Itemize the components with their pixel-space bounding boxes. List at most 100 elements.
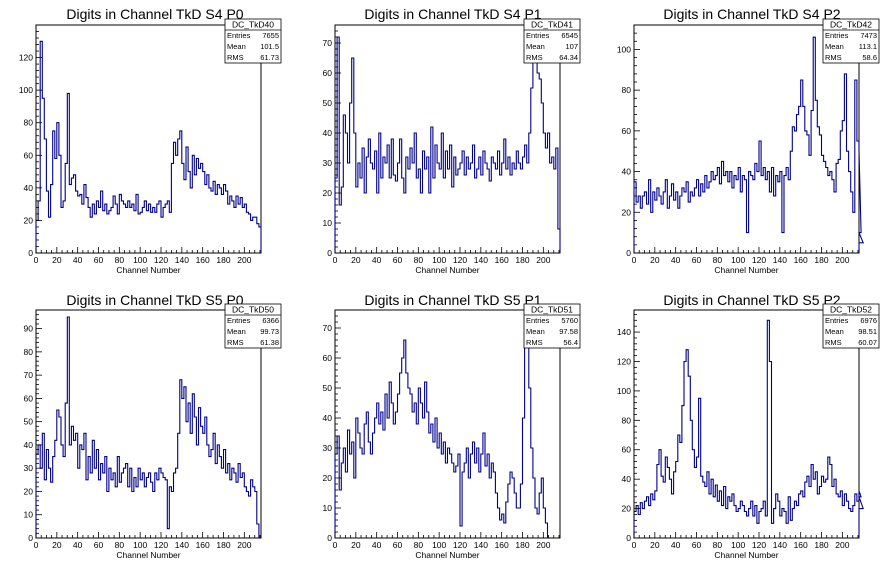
y-tick-label: 40 (622, 474, 632, 484)
y-tick-label: 60 (323, 68, 333, 78)
stats-value: 58.6 (862, 53, 877, 62)
histogram-panel-4: Digits in Channel TkD S5 P10 20 40 60 80 100 1… (323, 292, 581, 560)
stats-value: 101.5 (260, 42, 279, 51)
y-tick-label: 80 (622, 415, 632, 425)
histogram-panel-1: Digits in Channel TkD S4 P10 20 40 60 80 100 1… (323, 6, 581, 275)
chart-title: Digits in Channel TkD S5 P1 (364, 292, 541, 308)
x-tick-label: 120 (752, 540, 766, 550)
x-tick-label: 80 (414, 540, 424, 550)
y-tick-label: 60 (24, 150, 34, 160)
x-tick-label: 60 (393, 540, 403, 550)
stats-value: 6366 (262, 316, 279, 325)
stats-value: 60.07 (858, 338, 877, 347)
x-tick-label: 80 (713, 540, 723, 550)
plot-frame (633, 309, 860, 539)
stats-name: DC_TkD41 (531, 20, 573, 30)
stats-value: 107 (565, 42, 578, 51)
stats-name: DC_TkD50 (232, 305, 274, 315)
y-tick-label: 30 (24, 463, 34, 473)
y-tick-label: 40 (24, 440, 34, 450)
y-tick-label: 0 (327, 533, 332, 543)
y-tick-label: 40 (323, 413, 333, 423)
histogram-panel-2: Digits in Channel TkD S4 P2 0 20 40 60 80 100 1… (617, 6, 880, 275)
x-tick-label: 0 (632, 540, 637, 550)
stats-key: RMS (825, 338, 842, 347)
y-tick-label: 20 (24, 486, 34, 496)
x-tick-label: 80 (414, 255, 424, 265)
y-tick-label: 0 (28, 248, 33, 258)
stats-key: Entries (227, 316, 251, 325)
stats-value: 64.34 (559, 53, 578, 62)
x-tick-label: 20 (650, 540, 660, 550)
stats-value: 61.73 (260, 53, 279, 62)
stats-box-frame (523, 18, 581, 64)
stats-value: 5760 (561, 316, 578, 325)
y-tick-label: 80 (622, 85, 632, 95)
chart-title: Digits in Channel TkD S5 P2 (663, 292, 840, 308)
histogram-panel-0: Digits in Channel TkD S4 P0 0 20 40 60 80 100 1… (19, 6, 282, 275)
stats-key: Entries (526, 316, 550, 325)
histogram-line (334, 321, 549, 538)
y-tick-label: 0 (327, 248, 332, 258)
x-tick-label: 160 (794, 540, 808, 550)
y-tick-label: 120 (19, 53, 33, 63)
x-tick-label: 20 (650, 255, 660, 265)
x-tick-label: 200 (237, 540, 251, 550)
stats-value: 98.51 (858, 327, 877, 336)
x-axis-label: Channel Number (116, 550, 180, 560)
x-tick-label: 160 (794, 255, 808, 265)
x-tick-label: 20 (351, 255, 361, 265)
y-tick-label: 40 (24, 183, 34, 193)
x-tick-label: 140 (474, 255, 488, 265)
stats-value: 6976 (860, 316, 877, 325)
stats-box-frame (224, 303, 282, 349)
stats-name: DC_TkD40 (232, 20, 274, 30)
stats-key: Entries (526, 31, 550, 40)
x-tick-label: 200 (835, 540, 849, 550)
y-tick-label: 20 (323, 188, 333, 198)
y-tick-label: 100 (617, 44, 631, 54)
y-tick-label: 10 (323, 218, 333, 228)
x-tick-label: 100 (133, 255, 147, 265)
stats-key: Mean (825, 42, 844, 51)
y-tick-label: 80 (24, 347, 34, 357)
y-tick-label: 70 (323, 38, 333, 48)
x-tick-label: 0 (34, 540, 39, 550)
y-tick-label: 10 (323, 503, 333, 513)
histogram-line (35, 316, 260, 538)
x-tick-label: 60 (692, 540, 702, 550)
y-tick-label: 60 (622, 126, 632, 136)
chart-title: Digits in Channel TkD S4 P1 (364, 6, 541, 22)
x-tick-label: 80 (115, 255, 125, 265)
plot-frame (35, 24, 262, 254)
y-tick-label: 20 (622, 504, 632, 514)
stats-value: 113.1 (859, 42, 877, 51)
x-tick-label: 200 (536, 540, 550, 550)
x-tick-label: 40 (372, 255, 382, 265)
stats-key: RMS (526, 53, 543, 62)
y-tick-label: 60 (622, 445, 632, 455)
x-tick-label: 100 (731, 540, 745, 550)
y-tick-label: 40 (622, 167, 632, 177)
x-tick-label: 140 (474, 540, 488, 550)
x-axis-label: Channel Number (714, 550, 778, 560)
x-tick-label: 40 (73, 255, 83, 265)
x-tick-label: 120 (154, 255, 168, 265)
stats-value: 7473 (860, 31, 877, 40)
stats-key: Mean (526, 327, 545, 336)
y-tick-label: 60 (24, 393, 34, 403)
x-tick-label: 100 (432, 540, 446, 550)
histogram-line (334, 36, 561, 253)
y-tick-label: 80 (24, 118, 34, 128)
x-tick-label: 200 (536, 255, 550, 265)
x-tick-label: 180 (515, 540, 529, 550)
x-tick-label: 140 (773, 255, 787, 265)
x-tick-label: 20 (52, 540, 62, 550)
x-tick-label: 160 (495, 540, 509, 550)
x-tick-label: 80 (713, 255, 723, 265)
x-tick-label: 180 (814, 255, 828, 265)
x-tick-label: 140 (773, 540, 787, 550)
